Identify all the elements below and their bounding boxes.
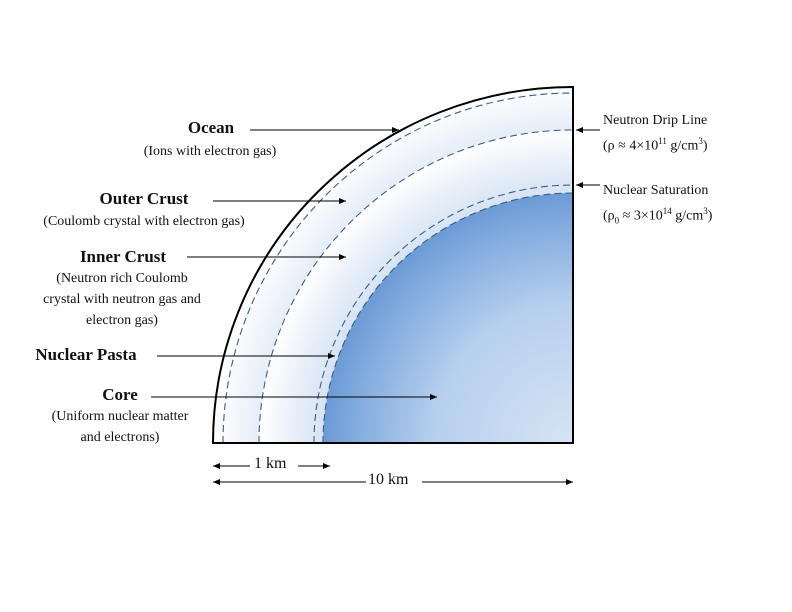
saturation-boundary — [322, 192, 574, 444]
outer-crust-desc: (Coulomb crystal with electron gas) — [43, 214, 245, 229]
outer-crust-title: Outer Crust — [99, 189, 189, 208]
inner-crust-desc-3: electron gas) — [86, 313, 158, 328]
ocean-desc: (Ions with electron gas) — [143, 144, 277, 159]
core-desc-2: and electrons) — [80, 430, 160, 445]
core-title: Core — [102, 385, 138, 404]
saturation-label: Nuclear Saturation (ρ0 ≈ 3×1014 g/cm3) — [603, 181, 712, 230]
drip-line-label: Neutron Drip Line (ρ ≈ 4×1011 g/cm3) — [603, 111, 708, 157]
scale-10km-label: 10 km — [366, 471, 411, 489]
drip-line-density: (ρ ≈ 4×1011 g/cm3) — [603, 136, 708, 154]
inner-crust-title: Inner Crust — [79, 247, 167, 266]
saturation-title: Nuclear Saturation — [603, 183, 709, 198]
inner-crust-desc-2: crystal with neutron gas and — [43, 292, 201, 307]
drip-line-boundary — [258, 129, 574, 444]
inner-crust-desc-1: (Neutron rich Coulomb — [56, 271, 188, 286]
scale-1km-label: 1 km — [252, 455, 289, 473]
pasta-outer-boundary — [313, 184, 574, 444]
nuclear-pasta-title: Nuclear Pasta — [35, 345, 137, 364]
core-desc-1: (Uniform nuclear matter — [51, 409, 189, 424]
drip-line-title: Neutron Drip Line — [603, 113, 708, 128]
ocean-title: Ocean — [187, 118, 235, 137]
saturation-density: (ρ0 ≈ 3×1014 g/cm3) — [603, 206, 713, 226]
core-layer — [323, 193, 573, 443]
ocean-boundary — [222, 92, 574, 444]
